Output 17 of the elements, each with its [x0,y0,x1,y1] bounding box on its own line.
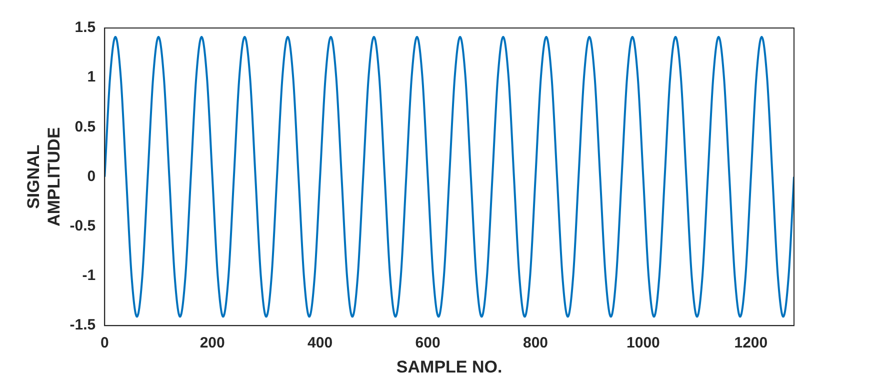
y-tick-label: -0.5 [70,218,96,235]
x-tick-label: 0 [100,334,109,352]
x-tick-label: 600 [415,334,440,352]
x-tick-label: 400 [308,334,333,352]
y-tick-label: 1.5 [74,19,96,36]
y-axis-title: SIGNAL AMPLITUDE [24,127,64,226]
y-tick-label: 0 [87,168,96,185]
y-tick-label: 0.5 [74,118,96,136]
x-tick-label: 800 [522,334,548,352]
x-tick-label: 1000 [626,334,660,352]
line-series [104,36,794,318]
y-tick-label: -1.5 [70,316,96,334]
x-tick-label: 1200 [734,334,768,352]
y-tick-label: -1 [82,267,96,284]
x-tick-label: 200 [200,334,225,352]
x-axis-title: SAMPLE NO. [396,357,502,376]
y-tick-label: 1 [87,68,96,86]
